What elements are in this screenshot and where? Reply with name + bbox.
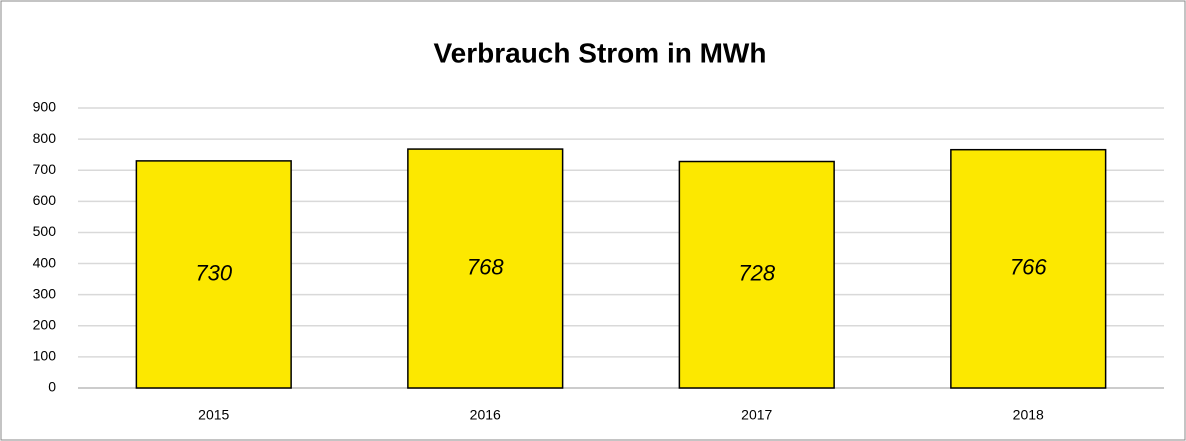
x-tick-label: 2015	[198, 407, 229, 423]
bar	[678, 160, 835, 389]
y-tick-label: 100	[33, 348, 57, 364]
chart-title: Verbrauch Strom in MWh	[434, 37, 767, 68]
bar	[135, 160, 292, 389]
y-tick-label: 700	[33, 161, 57, 177]
y-tick-label: 800	[33, 130, 57, 146]
y-tick-label: 0	[48, 379, 56, 395]
y-tick-label: 400	[33, 254, 57, 270]
y-tick-label: 600	[33, 192, 57, 208]
y-tick-label: 200	[33, 316, 57, 332]
y-tick-label: 300	[33, 285, 57, 301]
value-label: 768	[467, 254, 504, 279]
value-label: 766	[1010, 255, 1047, 280]
bar	[950, 148, 1107, 389]
x-tick-label: 2018	[1013, 407, 1044, 423]
y-tick-label: 500	[33, 223, 57, 239]
value-label: 728	[738, 261, 775, 286]
value-label: 730	[195, 260, 232, 285]
bar	[407, 148, 564, 389]
x-tick-label: 2017	[741, 407, 772, 423]
x-tick-label: 2016	[470, 407, 501, 423]
y-tick-label: 900	[33, 99, 57, 115]
